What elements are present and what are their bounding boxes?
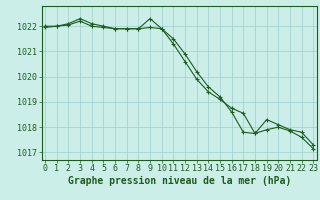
X-axis label: Graphe pression niveau de la mer (hPa): Graphe pression niveau de la mer (hPa) [68, 176, 291, 186]
